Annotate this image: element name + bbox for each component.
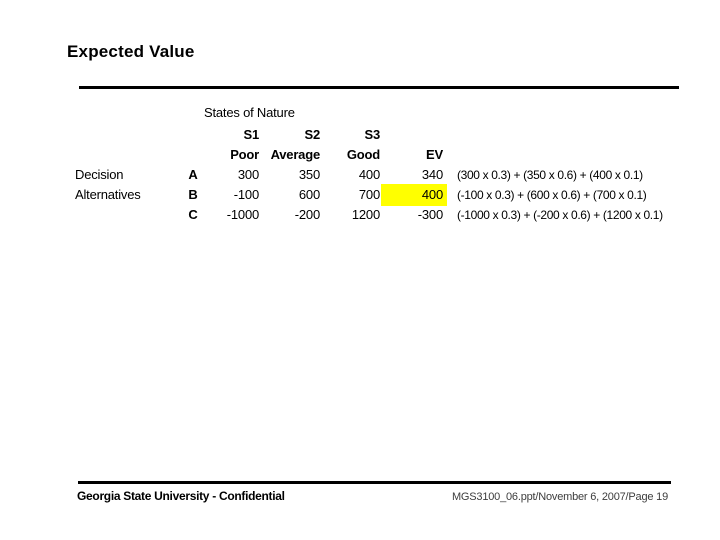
alt-c: C: [188, 207, 198, 222]
cell-a-ev: 340: [421, 167, 443, 182]
footer-filename-page-text: MGS3100_06.ppt/November 6, 2007/Page 19: [451, 491, 668, 503]
col-header-ev: EV: [426, 147, 443, 162]
cell-a-s2: 350: [298, 167, 320, 182]
cell-c-s2: -200: [294, 207, 320, 222]
cell-c-s3: 1200: [351, 207, 380, 222]
ev-highlight: [381, 184, 447, 206]
row-label-alternatives: Alternatives: [75, 187, 141, 202]
footer-confidential-text: Georgia State University - Confidential: [77, 489, 285, 503]
title-divider-line: [79, 86, 679, 89]
col-header-s3: S3: [364, 127, 380, 142]
col-header-s1: S1: [243, 127, 259, 142]
col-header-s2: S2: [304, 127, 320, 142]
col-header-average: Average: [270, 147, 321, 162]
cell-b-s2: 600: [298, 187, 320, 202]
col-header-poor: Poor: [230, 147, 259, 162]
slide-title: Expected Value: [67, 42, 195, 61]
cell-a-s1: 300: [237, 167, 259, 182]
col-header-good: Good: [346, 147, 380, 162]
cell-a-s3: 400: [358, 167, 380, 182]
table-group-header: States of Nature: [204, 105, 295, 120]
cell-b-s3: 700: [358, 187, 380, 202]
footer-divider-line: [78, 481, 671, 484]
cell-c-ev: -300: [417, 207, 443, 222]
alt-a: A: [188, 167, 198, 182]
formula-b: (-100 x 0.3) + (600 x 0.6) + (700 x 0.1): [457, 188, 647, 202]
alt-b: B: [188, 187, 198, 202]
row-label-decision: Decision: [75, 167, 124, 182]
formula-a: (300 x 0.3) + (350 x 0.6) + (400 x 0.1): [457, 168, 643, 182]
cell-c-s1: -1000: [226, 207, 259, 222]
formula-c: (-1000 x 0.3) + (-200 x 0.6) + (1200 x 0…: [457, 208, 663, 222]
cell-b-s1: -100: [233, 187, 259, 202]
cell-b-ev: 400: [421, 187, 443, 202]
